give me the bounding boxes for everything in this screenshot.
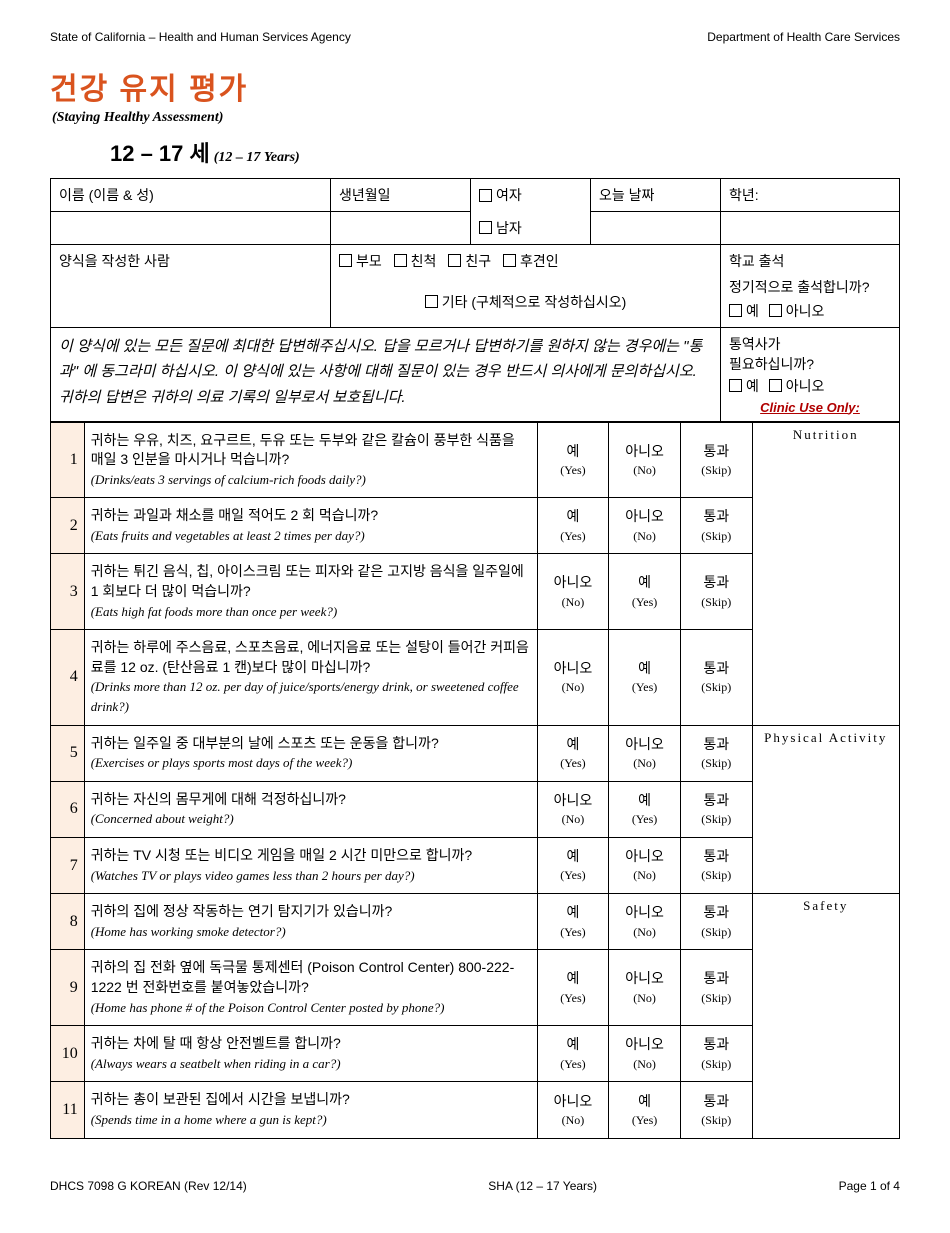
- cb-friend[interactable]: [448, 254, 461, 267]
- question-row: 5귀하는 일주일 중 대부분의 날에 스포츠 또는 운동을 합니까?(Exerc…: [51, 725, 900, 781]
- interpreter-cell: 통역사가 필요하십니까? 예 아니오 Clinic Use Only:: [721, 327, 900, 421]
- answer-yes[interactable]: 예(Yes): [537, 725, 609, 781]
- answer-yes[interactable]: 예(Yes): [537, 498, 609, 554]
- answer-skip[interactable]: 통과(Skip): [680, 781, 752, 837]
- answer-no[interactable]: 아니오(No): [537, 781, 609, 837]
- question-number: 4: [51, 630, 85, 725]
- gender-female[interactable]: 여자: [471, 179, 591, 212]
- question-number: 11: [51, 1082, 85, 1138]
- dob-field[interactable]: 생년월일: [331, 179, 471, 212]
- cb-attend-no[interactable]: [769, 304, 782, 317]
- cb-interp-no[interactable]: [769, 379, 782, 392]
- patient-info-table: 이름 (이름 & 성) 생년월일 여자 오늘 날짜 학년: 남자 양식을 작성한…: [50, 178, 900, 422]
- question-number: 9: [51, 950, 85, 1026]
- clinic-use-only: Clinic Use Only:: [729, 400, 891, 415]
- category-safety: Safety: [752, 894, 899, 1138]
- cb-relative[interactable]: [394, 254, 407, 267]
- answer-skip[interactable]: 통과(Skip): [680, 838, 752, 894]
- answer-no[interactable]: 아니오(No): [537, 630, 609, 725]
- answer-no[interactable]: 아니오(No): [609, 838, 681, 894]
- cb-attend-yes[interactable]: [729, 304, 742, 317]
- answer-no[interactable]: 아니오(No): [609, 422, 681, 498]
- filledby-field: 양식을 작성한 사람: [51, 244, 331, 327]
- age-range-en: (12 – 17 Years): [214, 150, 300, 165]
- question-text: 귀하는 TV 시청 또는 비디오 게임을 매일 2 시간 미만으로 합니까?(W…: [84, 838, 537, 894]
- agency-header: State of California – Health and Human S…: [50, 30, 900, 44]
- page-subtitle: (Staying Healthy Assessment): [52, 110, 900, 126]
- answer-skip[interactable]: 통과(Skip): [680, 630, 752, 725]
- question-row: 8귀하의 집에 정상 작동하는 연기 탐지기가 있습니까?(Home has w…: [51, 894, 900, 950]
- answer-no[interactable]: 아니오(No): [609, 894, 681, 950]
- header-left: State of California – Health and Human S…: [50, 30, 351, 44]
- name-field[interactable]: 이름 (이름 & 성): [51, 179, 331, 212]
- answer-yes[interactable]: 예(Yes): [537, 950, 609, 1026]
- header-right: Department of Health Care Services: [707, 30, 900, 44]
- answer-yes[interactable]: 예(Yes): [537, 838, 609, 894]
- answer-no[interactable]: 아니오(No): [537, 554, 609, 630]
- question-row: 1귀하는 우유, 치즈, 요구르트, 두유 또는 두부와 같은 칼슘이 풍부한 …: [51, 422, 900, 498]
- question-text: 귀하의 집 전화 옆에 독극물 통제센터 (Poison Control Cen…: [84, 950, 537, 1026]
- answer-skip[interactable]: 통과(Skip): [680, 422, 752, 498]
- page-footer: DHCS 7098 G KOREAN (Rev 12/14) SHA (12 –…: [50, 1179, 900, 1193]
- question-number: 1: [51, 422, 85, 498]
- gender-male[interactable]: 남자: [471, 212, 591, 245]
- question-number: 3: [51, 554, 85, 630]
- question-text: 귀하의 집에 정상 작동하는 연기 탐지기가 있습니까?(Home has wo…: [84, 894, 537, 950]
- cb-other[interactable]: [425, 295, 438, 308]
- answer-no[interactable]: 아니오(No): [609, 950, 681, 1026]
- answer-no[interactable]: 아니오(No): [609, 498, 681, 554]
- answer-yes[interactable]: 예(Yes): [609, 1082, 681, 1138]
- question-text: 귀하는 우유, 치즈, 요구르트, 두유 또는 두부와 같은 칼슘이 풍부한 식…: [84, 422, 537, 498]
- question-text: 귀하는 자신의 몸무게에 대해 걱정하십니까?(Concerned about …: [84, 781, 537, 837]
- question-text: 귀하는 하루에 주스음료, 스포츠음료, 에너지음료 또는 설탕이 들어간 커피…: [84, 630, 537, 725]
- grade-field[interactable]: 학년:: [721, 179, 900, 212]
- answer-skip[interactable]: 통과(Skip): [680, 950, 752, 1026]
- cb-parent[interactable]: [339, 254, 352, 267]
- attendance-cell: 학교 출석 정기적으로 출석합니까? 예 아니오: [721, 244, 900, 327]
- answer-no[interactable]: 아니오(No): [609, 1026, 681, 1082]
- page-title: 건강 유지 평가: [50, 64, 900, 108]
- answer-no[interactable]: 아니오(No): [537, 1082, 609, 1138]
- answer-yes[interactable]: 예(Yes): [537, 1026, 609, 1082]
- answer-skip[interactable]: 통과(Skip): [680, 1082, 752, 1138]
- answer-yes[interactable]: 예(Yes): [537, 422, 609, 498]
- footer-center: SHA (12 – 17 Years): [488, 1179, 597, 1193]
- category-nutrition: Nutrition: [752, 422, 899, 725]
- age-range: 12 – 17 세: [110, 141, 210, 166]
- answer-skip[interactable]: 통과(Skip): [680, 725, 752, 781]
- instructions: 이 양식에 있는 모든 질문에 최대한 답변해주십시오. 답을 모르거나 답변하…: [51, 327, 721, 421]
- question-text: 귀하는 튀긴 음식, 칩, 아이스크림 또는 피자와 같은 고지방 음식을 일주…: [84, 554, 537, 630]
- question-number: 6: [51, 781, 85, 837]
- footer-left: DHCS 7098 G KOREAN (Rev 12/14): [50, 1179, 247, 1193]
- question-text: 귀하는 총이 보관된 집에서 시간을 보냅니까?(Spends time in …: [84, 1082, 537, 1138]
- cb-guardian[interactable]: [503, 254, 516, 267]
- answer-yes[interactable]: 예(Yes): [609, 630, 681, 725]
- question-number: 8: [51, 894, 85, 950]
- answer-yes[interactable]: 예(Yes): [537, 894, 609, 950]
- question-text: 귀하는 차에 탈 때 항상 안전벨트를 합니까?(Always wears a …: [84, 1026, 537, 1082]
- question-number: 10: [51, 1026, 85, 1082]
- today-field[interactable]: 오늘 날짜: [591, 179, 721, 212]
- answer-skip[interactable]: 통과(Skip): [680, 1026, 752, 1082]
- answer-skip[interactable]: 통과(Skip): [680, 498, 752, 554]
- question-text: 귀하는 과일과 채소를 매일 적어도 2 회 먹습니까?(Eats fruits…: [84, 498, 537, 554]
- answer-skip[interactable]: 통과(Skip): [680, 554, 752, 630]
- answer-yes[interactable]: 예(Yes): [609, 781, 681, 837]
- answer-yes[interactable]: 예(Yes): [609, 554, 681, 630]
- footer-right: Page 1 of 4: [839, 1179, 900, 1193]
- cb-interp-yes[interactable]: [729, 379, 742, 392]
- question-number: 2: [51, 498, 85, 554]
- answer-skip[interactable]: 통과(Skip): [680, 894, 752, 950]
- questions-table: 1귀하는 우유, 치즈, 요구르트, 두유 또는 두부와 같은 칼슘이 풍부한 …: [50, 422, 900, 1139]
- question-number: 5: [51, 725, 85, 781]
- question-number: 7: [51, 838, 85, 894]
- answer-no[interactable]: 아니오(No): [609, 725, 681, 781]
- category-physical: Physical Activity: [752, 725, 899, 894]
- question-text: 귀하는 일주일 중 대부분의 날에 스포츠 또는 운동을 합니까?(Exerci…: [84, 725, 537, 781]
